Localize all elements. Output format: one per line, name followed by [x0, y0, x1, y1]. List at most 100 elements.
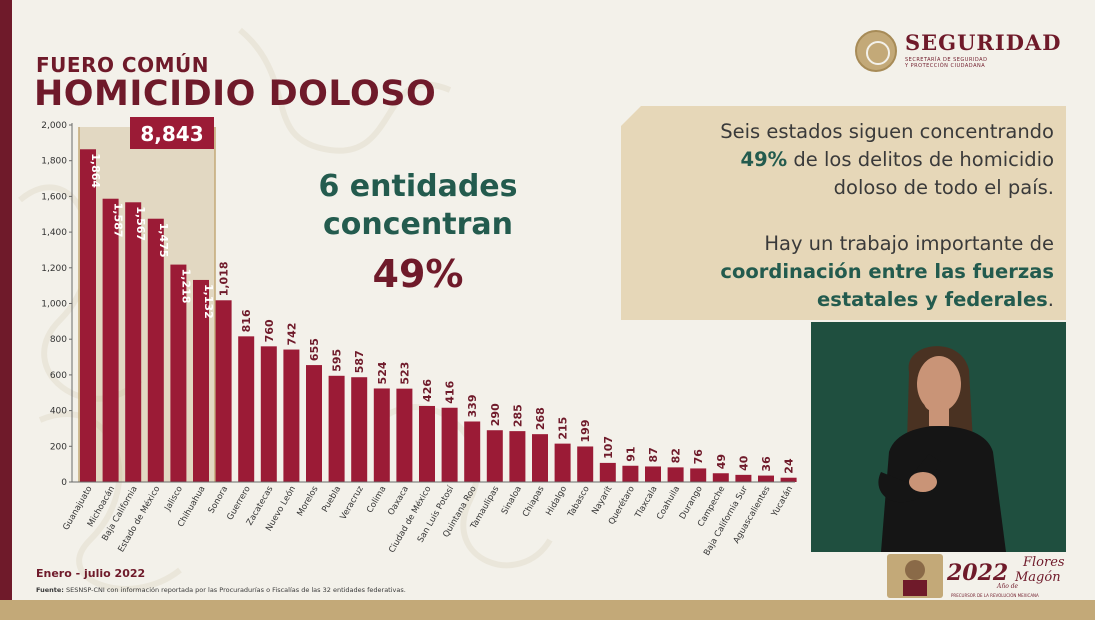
info-paragraph-2: Hay un trabajo importante de coordinació… — [634, 230, 1054, 314]
bar-value-label: 1,587 — [112, 203, 125, 238]
category-label: Jalisco — [162, 485, 185, 514]
bar — [780, 477, 797, 482]
info-p2-line1: Hay un trabajo importante de — [764, 232, 1054, 255]
bar — [306, 365, 322, 482]
category-label: Oaxaca — [386, 485, 411, 518]
y-tick-label: 800 — [50, 335, 67, 345]
info-box-fold — [621, 106, 641, 126]
bar — [532, 434, 548, 482]
bar — [735, 474, 752, 482]
bar-value-label: 760 — [263, 319, 276, 342]
bar — [328, 375, 345, 482]
bar-value-label: 1,864 — [89, 153, 102, 188]
bar — [441, 407, 458, 482]
bar-value-label: 416 — [444, 380, 457, 403]
bar-value-label: 523 — [398, 362, 411, 385]
category-label: Yucatán — [769, 485, 795, 520]
bar-value-label: 1,132 — [202, 284, 215, 319]
bar — [554, 443, 571, 482]
bar — [419, 405, 435, 482]
category-label: Sinaloa — [500, 485, 524, 517]
bar-value-label: 215 — [557, 417, 570, 440]
bar-value-label: 1,567 — [134, 206, 147, 241]
category-label: Morelos — [295, 484, 320, 518]
homicide-bar-chart: 8,843 0 200 400 600 800 1,000 1,200 1,400 1,600 1… — [41, 117, 797, 558]
bar — [193, 279, 209, 482]
y-axis: 0 200 400 600 800 1,000 1,200 1,400 1,600 1,800 2,… — [41, 121, 72, 488]
logo-sub-line1: SECRETARÍA DE SEGURIDAD — [905, 57, 988, 63]
y-tick-label: 2,000 — [41, 121, 67, 131]
chart-title: HOMICIDIO DOLOSO — [34, 74, 437, 114]
y-tick-label: 600 — [50, 371, 67, 381]
info-p2-line3-end: . — [1047, 288, 1054, 311]
info-box: Seis estados siguen concentrando 49% de … — [621, 106, 1066, 320]
bar — [283, 349, 300, 482]
bar-value-label: 290 — [489, 403, 502, 426]
badge-small: Año de — [996, 583, 1019, 590]
chart-subtitle: FUERO COMÚN — [36, 53, 209, 77]
bar-value-label: 587 — [353, 350, 366, 373]
bar-value-label: 49 — [715, 454, 728, 469]
bar-value-label: 82 — [670, 448, 683, 463]
bar — [170, 264, 187, 482]
bar — [102, 198, 119, 482]
national-seal-icon — [855, 30, 897, 72]
bar — [260, 346, 277, 482]
period-label: Enero - julio 2022 — [36, 567, 146, 580]
bar — [80, 149, 96, 482]
info-p2-line3-bold: estatales y federales — [817, 288, 1048, 311]
callout-line1: 6 entidades — [318, 169, 518, 204]
badge-name1: Flores — [1022, 555, 1065, 570]
anniversary-badge: 2022 Año de Flores Magón PRECURSOR DE LA… — [887, 554, 1065, 598]
y-tick-label: 1,600 — [41, 192, 67, 202]
bar — [645, 466, 661, 482]
highlight-band — [79, 127, 215, 482]
bar-value-label: 199 — [579, 420, 592, 443]
bar-value-label: 268 — [534, 407, 547, 430]
logo-subtitle: SECRETARÍA DE SEGURIDAD Y PROTECCIÓN CIU… — [905, 57, 1065, 69]
info-p1-line2-rest: de los delitos de homicidio — [787, 148, 1054, 171]
y-tick-label: 200 — [50, 442, 67, 452]
bar-value-label: 76 — [692, 449, 705, 465]
bar — [712, 473, 729, 482]
bar-value-label: 36 — [760, 456, 773, 472]
y-tick-label: 0 — [61, 478, 67, 488]
bar-value-label: 1,018 — [218, 261, 231, 296]
bar-value-label: 1,218 — [179, 269, 192, 304]
y-tick-label: 1,800 — [41, 157, 67, 167]
bar — [509, 431, 526, 482]
bar — [486, 430, 503, 482]
bar-value-label: 339 — [466, 395, 479, 418]
bar-value-label: 595 — [331, 349, 344, 372]
category-label: Hidalgo — [544, 485, 569, 518]
left-accent-stripe — [0, 0, 12, 620]
bar — [464, 421, 481, 482]
info-p2-line3: estatales y federales. — [634, 286, 1054, 314]
category-label: Colima — [365, 485, 388, 515]
source-label: Fuente: — [36, 586, 64, 594]
bar-value-label: 24 — [783, 458, 796, 474]
y-tick-label: 1,200 — [41, 264, 67, 274]
bar-value-label: 107 — [602, 436, 615, 459]
y-tick-label: 1,000 — [41, 300, 67, 310]
bar-value-label: 87 — [647, 447, 660, 462]
bar — [215, 300, 232, 482]
badge-name2: Magón — [1014, 570, 1061, 585]
bar-value-label: 91 — [624, 446, 637, 461]
source-note: Fuente: SESNSP-CNI con información repor… — [36, 586, 406, 594]
seguridad-logo: SEGURIDAD SECRETARÍA DE SEGURIDAD Y PROT… — [855, 30, 1075, 75]
bar-value-label: 655 — [308, 338, 321, 361]
bar-value-label: 524 — [376, 361, 389, 384]
category-label: Sonora — [207, 485, 231, 516]
category-label: Nayarit — [590, 484, 614, 516]
bar — [667, 467, 684, 482]
category-label: Chiapas — [521, 484, 547, 519]
bar-value-label: 426 — [421, 379, 434, 402]
logo-sub-line2: Y PROTECCIÓN CIUDADANA — [905, 63, 986, 69]
bar-value-label: 40 — [737, 455, 750, 471]
bar — [351, 377, 368, 482]
source-text: SESNSP-CNI con información reportada por… — [63, 586, 406, 594]
bar — [577, 446, 594, 482]
bar — [690, 468, 707, 482]
logo-name: SEGURIDAD — [905, 30, 1062, 55]
